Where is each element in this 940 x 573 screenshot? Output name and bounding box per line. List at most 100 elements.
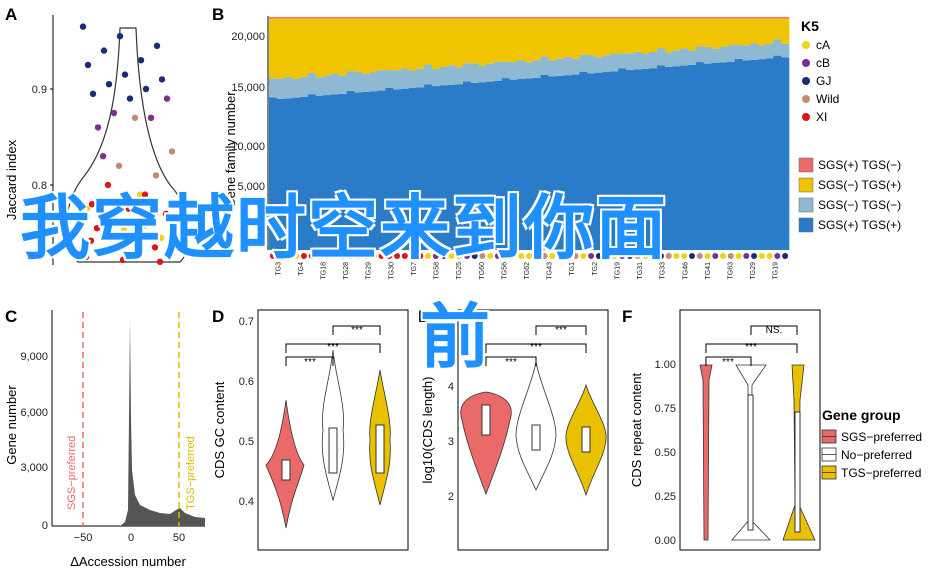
panel-b-bar-segment: [734, 18, 743, 45]
panel-b-bar-segment: [385, 17, 394, 19]
panel-b-bar-segment: [556, 58, 565, 76]
panel-b-bar-segment: [455, 18, 464, 68]
panel-b-bar-segment: [455, 67, 464, 85]
panel-a-point: [153, 42, 161, 49]
panel-b-bar-segment: [563, 56, 572, 76]
panel-b-sample-dot: [526, 253, 532, 259]
panel-b-bar-segment: [773, 55, 782, 250]
panel-b-bar-segment: [734, 58, 743, 250]
panel-b-bar-segment: [439, 17, 448, 19]
panel-b-bar-segment: [393, 18, 402, 71]
panel-b-bar-segment: [540, 17, 549, 19]
panel-f-violin-sgs: [699, 364, 713, 541]
panel-b-sample-dot: [557, 253, 564, 259]
panel-b-bar-segment: [765, 18, 774, 44]
panel-b-sample-dot: [293, 253, 300, 259]
panel-b-bar-segment: [369, 91, 378, 250]
panel-b-bar-segment: [300, 97, 309, 250]
panel-b-bar-segment: [431, 86, 441, 250]
panel-b-bar-segment: [610, 53, 619, 72]
panel-a-point: [109, 215, 117, 222]
panel-e-box-sgs: [481, 404, 491, 436]
panel-b-bar-segment: [346, 18, 355, 72]
panel-d-box-tgs: [375, 424, 385, 474]
panel-b-bar-segment: [377, 90, 386, 250]
panel-b-bar-segment: [750, 17, 759, 19]
panel-b-bar-segment: [307, 72, 316, 95]
panel-b-bar-segment: [346, 17, 355, 19]
panel-b-bar-segment: [362, 17, 371, 19]
panel-b-bar-segment: [486, 81, 495, 250]
panel-b-bar-segment: [525, 17, 534, 19]
panel-b-xtick-label: TG41: [705, 262, 712, 280]
panel-b-bar-segment: [393, 89, 402, 250]
panel-b-bar-segment: [369, 18, 378, 73]
panel-b-bar-segment: [626, 70, 635, 250]
panel-f-ytick: 0.00: [655, 535, 676, 547]
panel-b-bar-segment: [315, 18, 324, 78]
panel-b-bar-segment: [517, 60, 526, 80]
panel-b-legend-label: XI: [816, 110, 827, 124]
panel-b-bar-segment: [594, 17, 604, 19]
panel-b-bar-segment: [680, 17, 689, 19]
panel-a-ytick: 0.8: [32, 180, 47, 192]
panel-b-bar-segment: [478, 18, 487, 66]
panel-b-bar-segment: [602, 17, 611, 19]
panel-b-xtick-label: TG25: [456, 262, 463, 280]
panel-b-bar-segment: [563, 17, 572, 19]
panel-a-ylabel: Jaccard index: [4, 139, 19, 220]
panel-f-bracket-3: [750, 325, 798, 335]
panel-b-bar-segment: [494, 80, 503, 250]
panel-b-xtick-label: TG33: [660, 262, 667, 280]
panel-b-legend-swatch: [798, 217, 814, 233]
panel-b-bar-segment: [276, 78, 285, 99]
panel-b-ylabel: Gene family number: [223, 91, 238, 209]
panel-b-bar-segment: [641, 18, 650, 54]
panel-b-bar-segment: [400, 17, 409, 19]
panel-b-bar-segment: [773, 39, 782, 56]
panel-e-frame: [457, 309, 609, 551]
panel-a-point: [105, 81, 113, 88]
panel-a-point: [100, 47, 108, 54]
panel-a-point: [135, 250, 143, 258]
panel-a-point: [142, 85, 150, 93]
panel-b-sample-dot: [471, 253, 478, 259]
panel-b-sample-dot: [339, 253, 346, 259]
panel-b-bar-segment: [781, 18, 790, 44]
panel-b-sample-dot: [588, 253, 595, 259]
panel-b-bar-segment: [703, 17, 712, 19]
panel-b-bar-segment: [594, 72, 604, 250]
panel-b-sample-dot: [494, 253, 501, 259]
panel-b-bar-segment: [548, 17, 557, 19]
panel-b-bar-segment: [695, 17, 704, 19]
panel-b-bar-segment: [463, 63, 472, 82]
panel-b-ytick: 5,000: [237, 181, 265, 193]
panel-b-bar-segment: [509, 17, 518, 19]
overlay-title-line-1: 我穿越时空来到你面: [20, 187, 668, 269]
panel-b-sample-dot: [363, 253, 370, 259]
panel-a-point: [120, 225, 128, 232]
panel-b-bar-segment: [447, 18, 456, 66]
panel-b-bar-segment: [362, 73, 371, 92]
panel-f-letter: F: [622, 307, 632, 326]
panel-b-bar-segment: [509, 18, 518, 63]
panel-b-bar-segment: [610, 18, 619, 54]
panel-a-point: [79, 23, 87, 30]
panel-a-point: [119, 256, 127, 264]
panel-b-bar-segment: [354, 71, 363, 93]
panel-b-xtick-label: TG4: [298, 262, 305, 276]
panel-b-bar-segment: [556, 18, 565, 59]
panel-b-bar-segment: [307, 94, 316, 250]
panel-b-bar-segment: [688, 18, 697, 51]
panel-c-tgs-label: TGS−preferred: [185, 436, 197, 510]
panel-a-point: [152, 172, 160, 179]
panel-b-bar-segment: [703, 63, 712, 250]
panel-b-legend-label: cA: [816, 38, 830, 52]
panel-b-bar-segment: [571, 18, 580, 59]
panel-b-sample-dot: [308, 253, 315, 259]
panel-c-xlabel: ΔAccession number: [70, 554, 186, 569]
panel-b-bar-segment: [579, 71, 588, 251]
panel-e-ylabel: log10(CDS length): [420, 377, 435, 484]
panel-b-sample-dot: [688, 253, 695, 259]
panel-d-frame: [257, 309, 409, 551]
